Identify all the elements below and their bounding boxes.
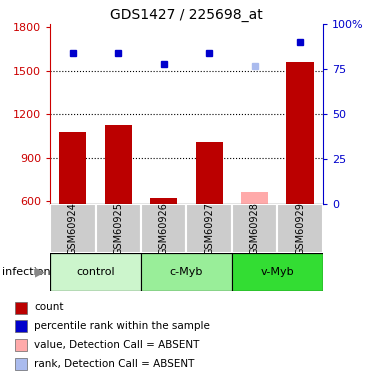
Bar [15, 320, 27, 332]
Bar [96, 204, 141, 253]
Text: GSM60928: GSM60928 [250, 202, 260, 255]
Title: GDS1427 / 225698_at: GDS1427 / 225698_at [110, 8, 263, 22]
Bar [15, 302, 27, 313]
Bar [241, 192, 268, 204]
Bar [15, 358, 27, 370]
Text: GSM60929: GSM60929 [295, 202, 305, 255]
Text: rank, Detection Call = ABSENT: rank, Detection Call = ABSENT [34, 359, 195, 369]
Bar [232, 204, 278, 253]
Bar [232, 253, 323, 291]
Bar [278, 204, 323, 253]
Bar [150, 198, 177, 204]
Text: infection: infection [2, 267, 50, 277]
Bar [196, 142, 223, 204]
Text: percentile rank within the sample: percentile rank within the sample [34, 321, 210, 331]
Bar [141, 253, 232, 291]
Text: c-Myb: c-Myb [170, 267, 203, 277]
Text: v-Myb: v-Myb [260, 267, 294, 277]
Text: value, Detection Call = ABSENT: value, Detection Call = ABSENT [34, 340, 200, 350]
Bar [59, 132, 86, 204]
Text: GSM60925: GSM60925 [113, 202, 123, 255]
Bar [105, 124, 132, 204]
Text: GSM60924: GSM60924 [68, 202, 78, 255]
Bar [50, 253, 141, 291]
Text: ▶: ▶ [35, 266, 45, 278]
Bar [15, 339, 27, 351]
Bar [141, 204, 187, 253]
Text: GSM60926: GSM60926 [159, 202, 169, 255]
Bar [50, 204, 96, 253]
Text: control: control [76, 267, 115, 277]
Bar [286, 62, 314, 204]
Text: count: count [34, 303, 64, 312]
Bar [187, 204, 232, 253]
Text: GSM60927: GSM60927 [204, 202, 214, 255]
